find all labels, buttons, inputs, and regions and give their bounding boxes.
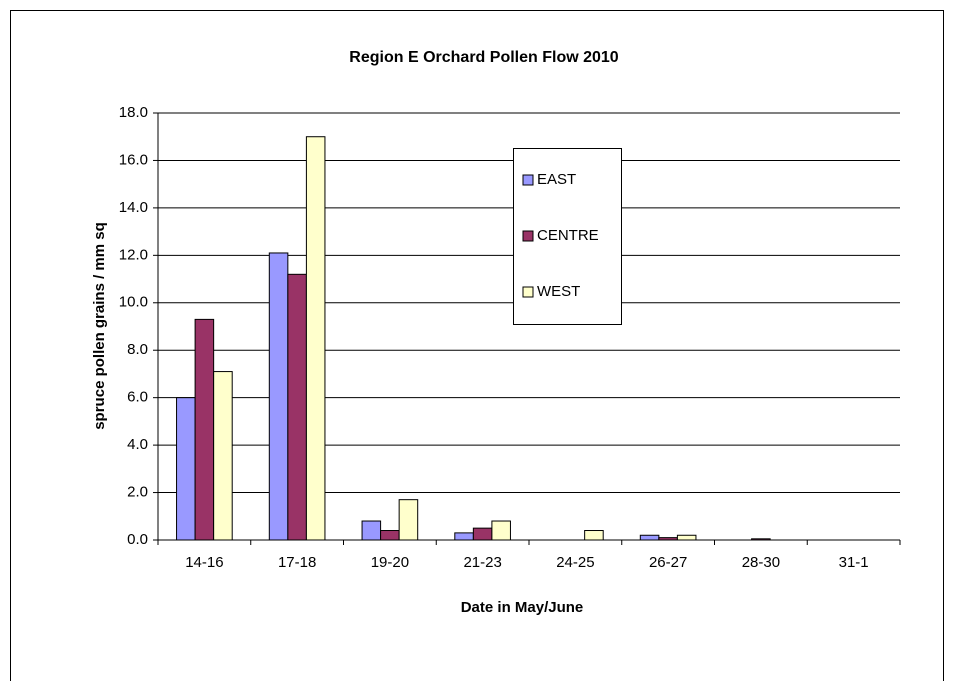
x-tick-label: 31-1	[839, 554, 869, 571]
y-tick-label: 4.0	[127, 436, 148, 453]
x-tick-label: 19-20	[371, 554, 409, 571]
bar	[287, 273, 307, 541]
y-tick-label: 8.0	[127, 341, 148, 358]
x-tick-label: 21-23	[463, 554, 501, 571]
y-tick-label: 14.0	[119, 199, 148, 216]
bar	[584, 530, 604, 541]
legend-label: EAST	[537, 171, 576, 188]
y-tick-label: 0.0	[127, 531, 148, 548]
y-tick-label: 18.0	[119, 104, 148, 121]
legend-label: WEST	[537, 283, 580, 300]
x-tick-label: 24-25	[556, 554, 594, 571]
bar	[491, 520, 511, 541]
legend-swatch	[522, 230, 534, 242]
chart-border	[10, 10, 944, 681]
bar	[472, 527, 493, 541]
bar	[194, 318, 215, 541]
bar	[268, 252, 289, 541]
bar	[213, 371, 233, 541]
y-tick-label: 12.0	[119, 246, 148, 263]
x-tick-label: 28-30	[742, 554, 780, 571]
y-tick-label: 16.0	[119, 151, 148, 168]
x-tick-label: 26-27	[649, 554, 687, 571]
bar	[305, 136, 326, 541]
bar	[639, 534, 660, 541]
y-axis-title: spruce pollen grains / mm sq	[91, 222, 108, 430]
legend-swatch	[522, 286, 534, 298]
legend-label: CENTRE	[537, 227, 599, 244]
legend-swatch	[522, 174, 534, 186]
y-tick-label: 10.0	[119, 294, 148, 311]
y-tick-label: 2.0	[127, 484, 148, 501]
x-tick-label: 14-16	[185, 554, 223, 571]
bar	[380, 530, 400, 541]
y-tick-label: 6.0	[127, 389, 148, 406]
bar	[454, 532, 474, 541]
bar	[398, 499, 419, 541]
chart-title: Region E Orchard Pollen Flow 2010	[349, 49, 619, 66]
bar	[676, 534, 697, 541]
bar	[176, 397, 196, 541]
x-axis-title: Date in May/June	[461, 599, 584, 616]
bar	[361, 520, 382, 541]
x-tick-label: 17-18	[278, 554, 316, 571]
